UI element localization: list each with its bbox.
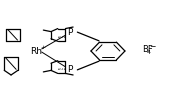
Text: ,,,,: ,,,, (58, 64, 66, 70)
Text: BF: BF (142, 45, 153, 54)
Text: Rh: Rh (30, 47, 42, 55)
Text: P: P (67, 28, 72, 37)
Text: +: + (40, 45, 45, 50)
Text: P: P (67, 65, 72, 74)
Text: −: − (149, 42, 155, 51)
Text: ,,,,: ,,,, (58, 32, 66, 38)
Text: 4: 4 (147, 50, 151, 55)
